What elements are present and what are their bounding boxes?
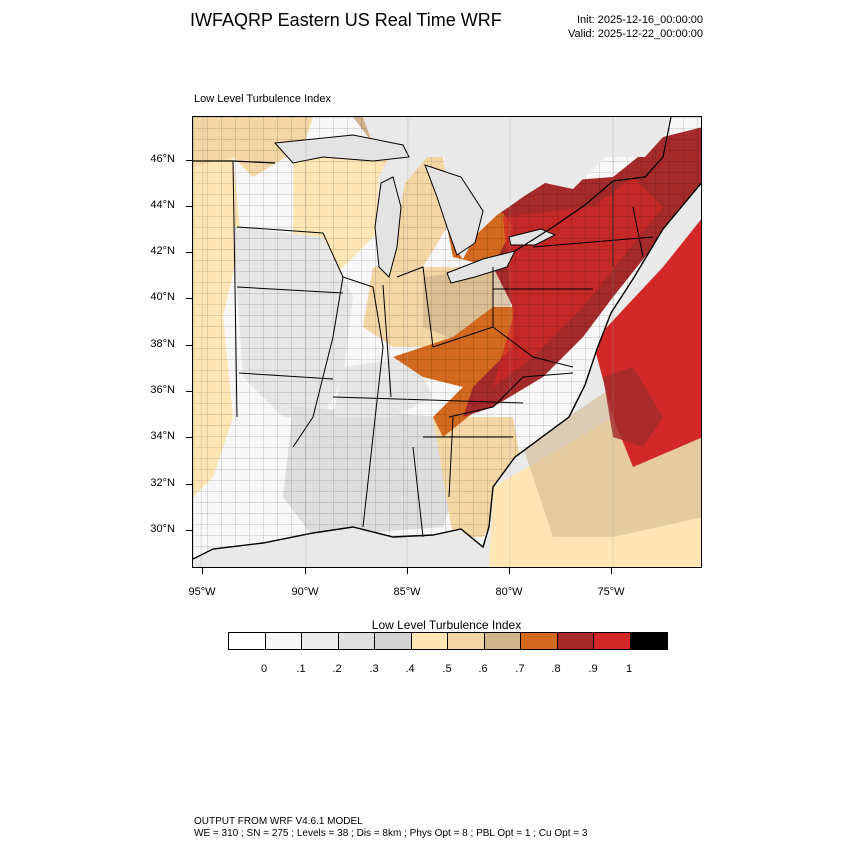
lon-tick-label: 75°W: [597, 586, 625, 598]
colorbar: [228, 632, 668, 650]
lat-tick: [186, 437, 192, 438]
model-config: WE = 310 ; SN = 275 ; Levels = 38 ; Dis …: [194, 828, 588, 839]
lon-tick: [611, 568, 612, 574]
lat-tick-label: 40°N: [150, 291, 175, 303]
lake-michigan: [374, 176, 402, 278]
colorbar-label: .5: [442, 663, 452, 675]
colorbar-swatch: [557, 633, 594, 649]
colorbar-label: .7: [515, 663, 525, 675]
init-time: Init: 2025-12-16_00:00:00: [577, 14, 703, 26]
lat-tick-label: 38°N: [150, 338, 175, 350]
colorbar-label: .6: [478, 663, 488, 675]
lon-tick-label: 85°W: [393, 586, 421, 598]
lat-tick-label: 46°N: [150, 153, 175, 165]
lon-tick-label: 95°W: [188, 586, 216, 598]
turbulence-map: [192, 116, 702, 568]
lat-tick-label: 44°N: [150, 199, 175, 211]
lat-tick-label: 42°N: [150, 245, 175, 257]
graticule: [200, 117, 614, 567]
colorbar-swatch: [265, 633, 302, 649]
lat-tick: [186, 160, 192, 161]
valid-time: Valid: 2025-12-22_00:00:00: [568, 28, 703, 40]
lat-tick: [186, 345, 192, 346]
colorbar-swatch: [411, 633, 448, 649]
lon-tick: [407, 568, 408, 574]
colorbar-swatch: [375, 633, 412, 649]
colorbar-label: .2: [332, 663, 342, 675]
colorbar-swatch: [484, 633, 521, 649]
lake-superior: [273, 134, 410, 164]
colorbar-swatch: [302, 633, 339, 649]
colorbar-label: .3: [369, 663, 379, 675]
colorbar-swatch: [630, 633, 667, 649]
lat-tick: [186, 298, 192, 299]
lake-huron: [424, 164, 484, 256]
lon-tick: [305, 568, 306, 574]
lon-tick-label: 80°W: [495, 586, 523, 598]
lat-tick-label: 36°N: [150, 384, 175, 396]
lat-tick: [186, 206, 192, 207]
colorbar-swatch: [338, 633, 375, 649]
lat-tick: [186, 484, 192, 485]
colorbar-label: .1: [296, 663, 306, 675]
colorbar-label: .8: [551, 663, 561, 675]
lat-tick-label: 32°N: [150, 477, 175, 489]
lat-tick-label: 34°N: [150, 430, 175, 442]
colorbar-swatch: [448, 633, 485, 649]
ocean-max-zone: [603, 367, 663, 447]
field-label: Low Level Turbulence Index: [194, 93, 331, 105]
map-title: IWFAQRP Eastern US Real Time WRF: [190, 10, 502, 30]
lake-erie: [446, 250, 516, 284]
map-canvas: [193, 117, 701, 567]
colorbar-label: 1: [625, 663, 633, 675]
colorbar-label: .9: [588, 663, 598, 675]
colorbar-swatch: [229, 633, 266, 649]
lat-tick: [186, 530, 192, 531]
state-borders: [232, 160, 654, 538]
lat-tick: [186, 252, 192, 253]
lat-tick-label: 30°N: [150, 523, 175, 535]
colorbar-swatch: [521, 633, 558, 649]
colorbar-title: Low Level Turbulence Index: [371, 618, 522, 632]
model-footer: OUTPUT FROM WRF V4.6.1 MODEL WE = 310 ; …: [194, 816, 587, 840]
lon-tick: [509, 568, 510, 574]
run-info: Init: 2025-12-16_00:00:00 Valid: 2025-12…: [568, 13, 703, 41]
coastline: [193, 182, 701, 560]
colorbar-label: 0: [260, 663, 268, 675]
lon-tick: [202, 568, 203, 574]
colorbar-swatch: [594, 633, 631, 649]
colorbar-label: .4: [405, 663, 415, 675]
lat-tick: [186, 391, 192, 392]
model-version: OUTPUT FROM WRF V4.6.1 MODEL: [194, 816, 363, 827]
lon-tick-label: 90°W: [291, 586, 319, 598]
